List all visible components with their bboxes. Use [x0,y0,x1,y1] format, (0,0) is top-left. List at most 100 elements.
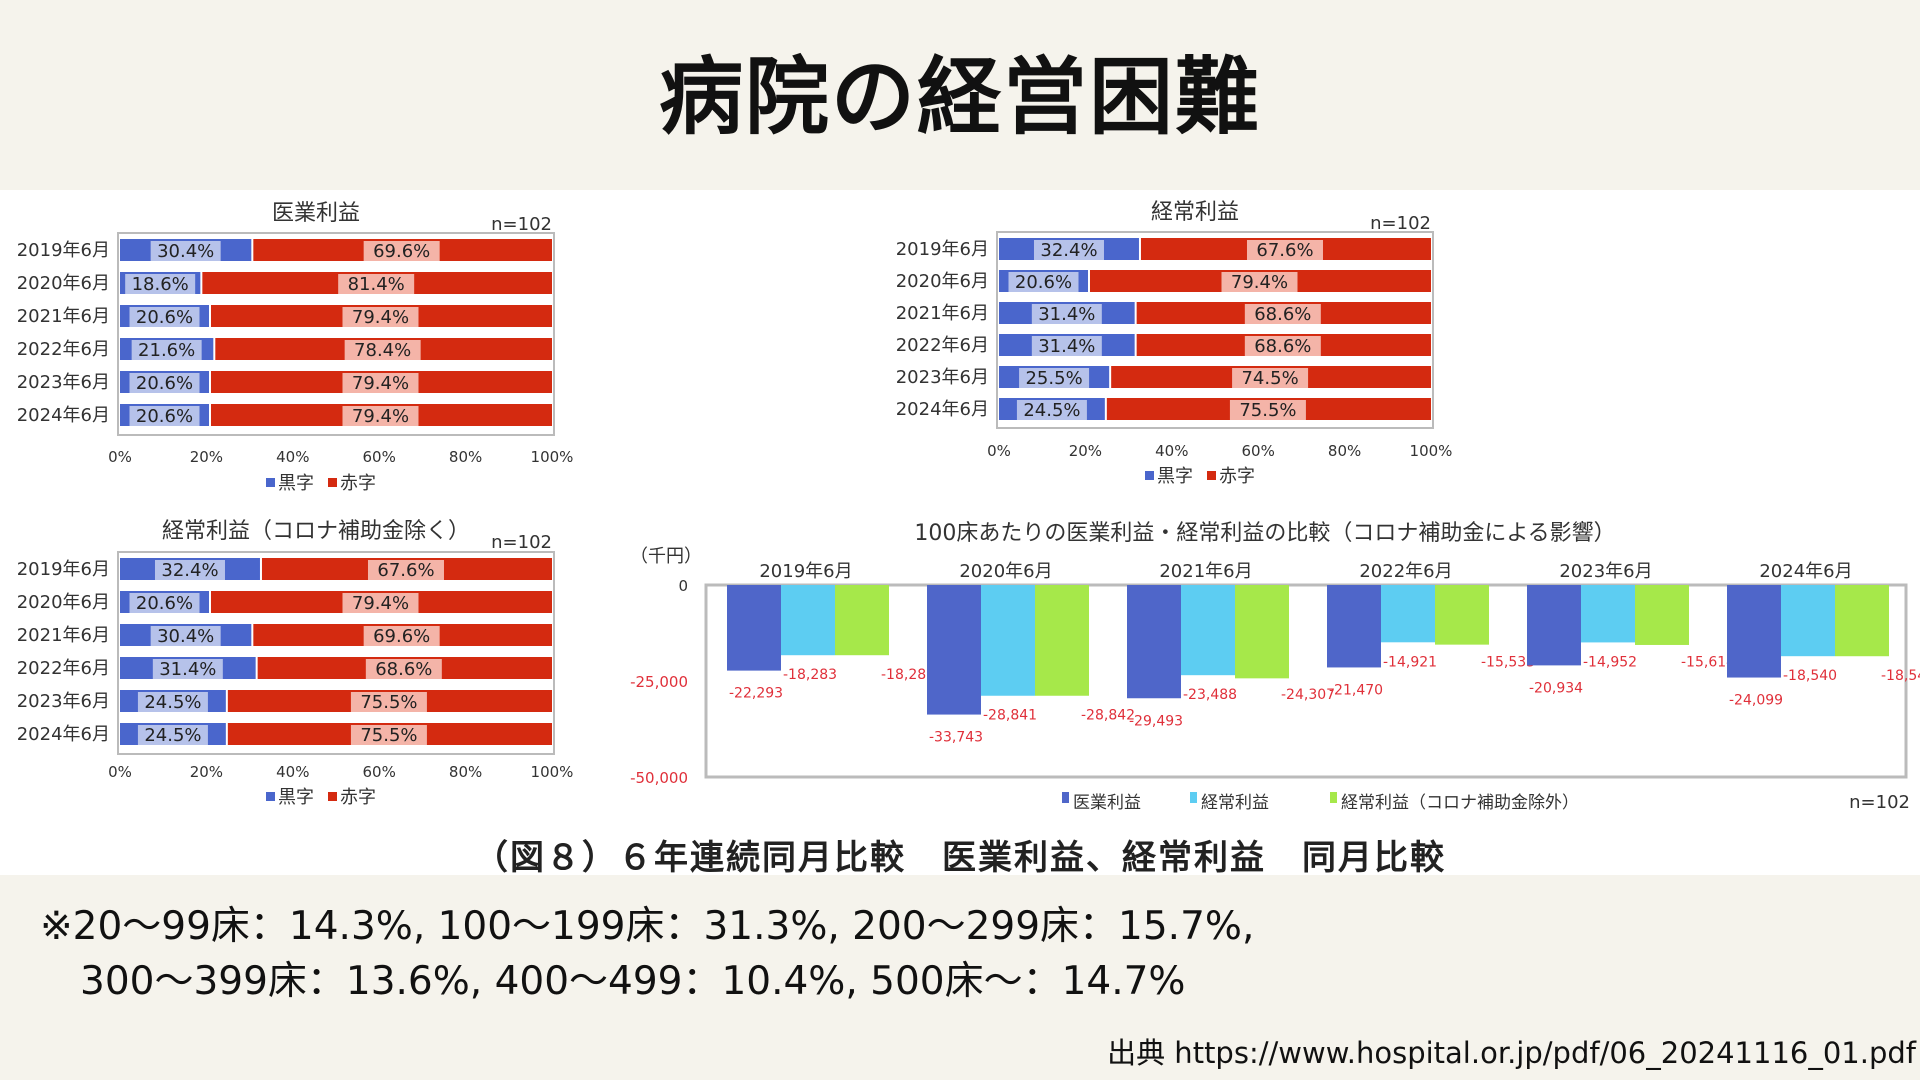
label-box-red [1246,240,1323,260]
category-label: 2022年6月 [1359,561,1452,582]
data-label: 79.4% [352,593,409,614]
data-label: 69.6% [373,626,430,647]
data-label: -14,921 [1383,654,1437,670]
label-box-red [338,274,415,294]
bar-ordinary [1581,585,1635,643]
legend-swatch [1190,792,1197,803]
x-tick-label: 40% [276,448,309,466]
legend-label: 赤字 [1219,466,1255,487]
data-label: 74.5% [1241,368,1298,389]
label-box-red [342,593,419,613]
chart-title: 経常利益 [1151,200,1239,225]
data-label: 31.4% [159,659,216,680]
label-box-black [1016,400,1087,420]
bar-ordinary-excl [835,585,889,656]
data-label: -23,488 [1183,687,1237,703]
label-box-black [137,692,208,712]
data-label: -24,099 [1729,693,1783,709]
category-label: 2022年6月 [17,339,110,360]
label-box-black [150,241,221,261]
y-axis-unit: （千円） [630,546,702,567]
category-label: 2019年6月 [17,559,110,580]
data-label: 68.6% [1254,304,1311,325]
x-tick-label: 20% [190,763,223,781]
data-label: 79.4% [352,307,409,328]
category-label: 2021年6月 [896,303,989,324]
label-box-red [363,626,440,646]
data-label: -15,533 [1481,654,1535,670]
legend-label: 赤字 [340,473,376,494]
category-label: 2020年6月 [896,271,989,292]
x-tick-label: 40% [1155,442,1188,460]
label-box-red [1221,272,1298,292]
n-label: n=102 [491,532,552,553]
category-label: 2020年6月 [17,592,110,613]
bar-ordinary [1381,585,1435,643]
n-label: n=102 [491,214,552,235]
bar-medical [1327,585,1381,668]
data-label: -28,842 [1081,708,1135,724]
label-box-red [1229,400,1306,420]
label-box-red [367,560,444,580]
x-tick-label: 100% [531,448,574,466]
plot-frame [117,232,555,436]
category-label: 2021年6月 [1159,561,1252,582]
x-tick-label: 20% [190,448,223,466]
label-box-black [152,659,223,679]
y-tick-label: -25,000 [630,673,688,691]
label-box-black [1019,368,1090,388]
data-label: 32.4% [1040,240,1097,261]
data-label: 79.4% [352,406,409,427]
data-label: 69.6% [373,241,430,262]
category-label: 2021年6月 [17,306,110,327]
data-label: -28,841 [983,708,1037,724]
bar-ordinary-excl [1435,585,1489,645]
bar-medical [927,585,981,715]
legend-label: 医業利益 [1073,793,1141,813]
data-label: -18,540 [1783,668,1837,684]
legend-swatch-black [1145,471,1154,480]
label-box-black [137,725,208,745]
data-label: 20.6% [136,307,193,328]
data-label: 20.6% [136,406,193,427]
label-box-black [125,274,196,294]
label-box-black [129,307,200,327]
data-label: -22,293 [729,686,783,702]
y-tick-label: -50,000 [630,769,688,787]
legend-swatch [1330,792,1337,803]
data-label: 30.4% [157,241,214,262]
bar-ordinary-excl [1235,585,1289,679]
label-box-black [1031,304,1102,324]
n-label: n=102 [1849,792,1910,813]
plot-frame [996,231,1434,429]
note-line-2: 300～399床：13.6%, 400～499：10.4%, 500床～：14.… [80,959,1186,1004]
bar-medical [1527,585,1581,666]
category-label: 2022年6月 [896,335,989,356]
x-tick-label: 0% [987,442,1011,460]
data-label: 24.5% [144,692,201,713]
x-tick-label: 40% [276,763,309,781]
x-tick-label: 0% [108,763,132,781]
x-tick-label: 80% [449,448,482,466]
category-label: 2020年6月 [17,273,110,294]
label-box-red [1232,368,1309,388]
label-box-black [1031,336,1102,356]
data-label: -24,307 [1281,687,1335,703]
data-label: 75.5% [360,725,417,746]
category-label: 2023年6月 [896,367,989,388]
data-label: -18,547 [1881,668,1920,684]
plot-frame [704,583,1908,779]
data-label: 18.6% [132,274,189,295]
label-box-black [131,340,202,360]
bar-ordinary [981,585,1035,696]
data-label: 30.4% [157,626,214,647]
bar-medical [727,585,781,671]
data-label: 31.4% [1038,304,1095,325]
category-label: 2019年6月 [17,240,110,261]
label-box-red [342,373,419,393]
x-tick-label: 60% [1242,442,1275,460]
legend-label: 経常利益（コロナ補助金除外） [1341,793,1579,813]
label-box-red [363,241,440,261]
category-label: 2023年6月 [17,691,110,712]
category-label: 2021年6月 [17,625,110,646]
